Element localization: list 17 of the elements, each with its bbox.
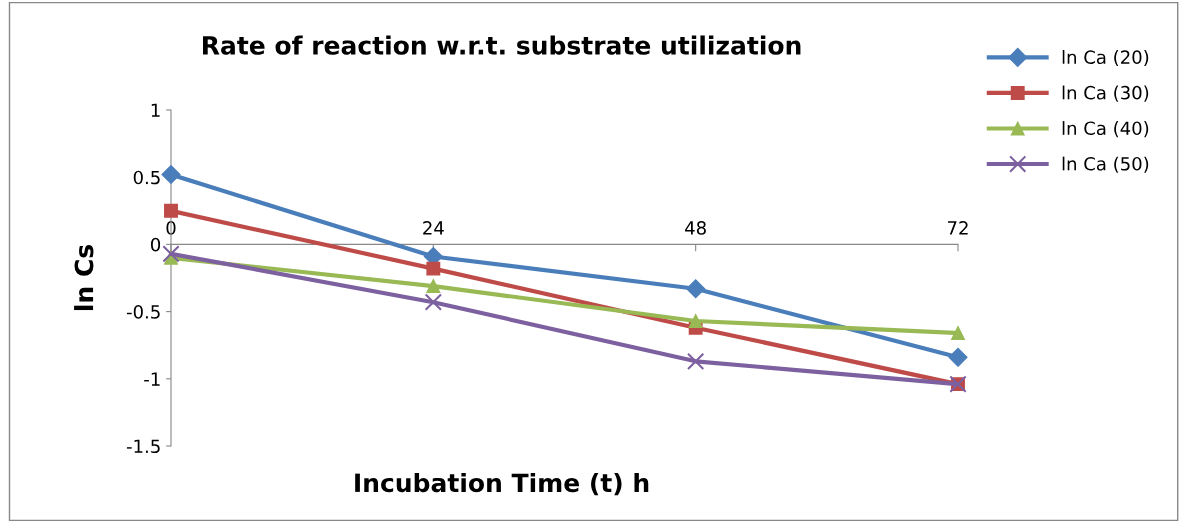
chart-title: Rate of reaction w.r.t. substrate utilization	[203, 35, 801, 55]
y-tick-label: -1	[144, 372, 160, 386]
y-tick-label: 1	[151, 103, 160, 117]
legend-label: ln Ca (20)	[1062, 50, 1149, 67]
x-tick-label: 0	[166, 221, 176, 235]
x-tick-label: 24	[423, 221, 444, 235]
x-tick-label: 72	[947, 221, 968, 235]
y-axis-title: ln Cs	[74, 245, 94, 311]
y-tick-label: -1.5	[126, 439, 160, 454]
y-tick-label: 0.5	[133, 170, 160, 185]
legend-label: ln Ca (40)	[1062, 121, 1149, 138]
y-tick-label: 0	[150, 237, 161, 252]
legend-label: ln Ca (50)	[1062, 156, 1149, 173]
legend-label: ln Ca (30)	[1062, 85, 1149, 102]
x-tick-label: 48	[685, 221, 706, 235]
y-tick-label: -0.5	[126, 305, 160, 319]
x-axis-title: Incubation Time (t) h	[355, 472, 649, 496]
